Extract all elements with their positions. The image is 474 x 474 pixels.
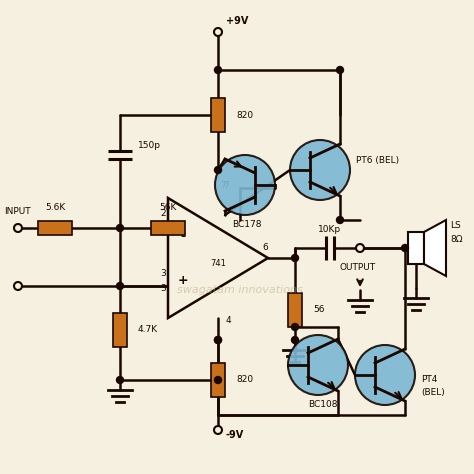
- Circle shape: [337, 217, 344, 224]
- Text: 56K: 56K: [159, 203, 177, 212]
- Text: 4: 4: [226, 316, 232, 325]
- Text: 6: 6: [262, 243, 268, 252]
- Circle shape: [215, 337, 221, 344]
- Text: (BEL): (BEL): [421, 389, 445, 398]
- Circle shape: [292, 255, 299, 262]
- Text: 10Kp: 10Kp: [319, 225, 342, 234]
- Text: 4.7K: 4.7K: [138, 326, 158, 335]
- Circle shape: [14, 282, 22, 290]
- Text: 820: 820: [236, 375, 253, 384]
- Text: 3: 3: [160, 284, 166, 293]
- Text: OUTPUT: OUTPUT: [340, 263, 376, 272]
- Text: 7: 7: [223, 181, 229, 190]
- FancyBboxPatch shape: [211, 363, 225, 397]
- Circle shape: [355, 345, 415, 405]
- Text: -9V: -9V: [226, 430, 244, 440]
- Circle shape: [215, 166, 221, 173]
- Circle shape: [215, 337, 221, 344]
- Circle shape: [288, 335, 348, 395]
- Text: +9V: +9V: [226, 16, 248, 26]
- Polygon shape: [168, 198, 268, 318]
- Text: 2: 2: [160, 209, 165, 218]
- Circle shape: [215, 155, 275, 215]
- Circle shape: [290, 140, 350, 200]
- Text: PT6 (BEL): PT6 (BEL): [356, 155, 399, 164]
- FancyBboxPatch shape: [38, 221, 72, 235]
- Circle shape: [14, 224, 22, 232]
- Circle shape: [215, 66, 221, 73]
- Text: PT4: PT4: [421, 375, 438, 384]
- Circle shape: [292, 323, 299, 330]
- Text: 3: 3: [160, 269, 166, 278]
- Text: BC178: BC178: [232, 220, 262, 229]
- Text: 741: 741: [210, 258, 226, 267]
- Text: 2: 2: [160, 227, 165, 236]
- Circle shape: [356, 244, 364, 252]
- Circle shape: [214, 28, 222, 36]
- Text: INPUT: INPUT: [4, 207, 31, 216]
- Circle shape: [117, 225, 124, 231]
- Circle shape: [401, 245, 409, 252]
- Text: swagatam innovations: swagatam innovations: [177, 285, 303, 295]
- Circle shape: [356, 245, 364, 252]
- Text: 7: 7: [220, 181, 226, 190]
- Circle shape: [117, 376, 124, 383]
- FancyBboxPatch shape: [113, 313, 127, 347]
- Circle shape: [215, 376, 221, 383]
- FancyBboxPatch shape: [288, 293, 302, 327]
- Circle shape: [117, 283, 124, 290]
- FancyBboxPatch shape: [151, 221, 185, 235]
- FancyBboxPatch shape: [211, 98, 225, 132]
- Bar: [408, 232, 424, 264]
- Text: BC108: BC108: [308, 400, 338, 409]
- Text: 820: 820: [236, 110, 253, 119]
- Polygon shape: [424, 220, 446, 276]
- Text: 56: 56: [313, 306, 325, 315]
- Text: -: -: [181, 229, 185, 243]
- Text: LS: LS: [450, 221, 461, 230]
- Circle shape: [214, 426, 222, 434]
- Circle shape: [292, 337, 299, 344]
- Circle shape: [337, 66, 344, 73]
- Text: 8Ω: 8Ω: [450, 235, 463, 244]
- Text: 150p: 150p: [138, 140, 161, 149]
- Text: 5.6K: 5.6K: [45, 203, 65, 212]
- Text: +: +: [178, 273, 188, 286]
